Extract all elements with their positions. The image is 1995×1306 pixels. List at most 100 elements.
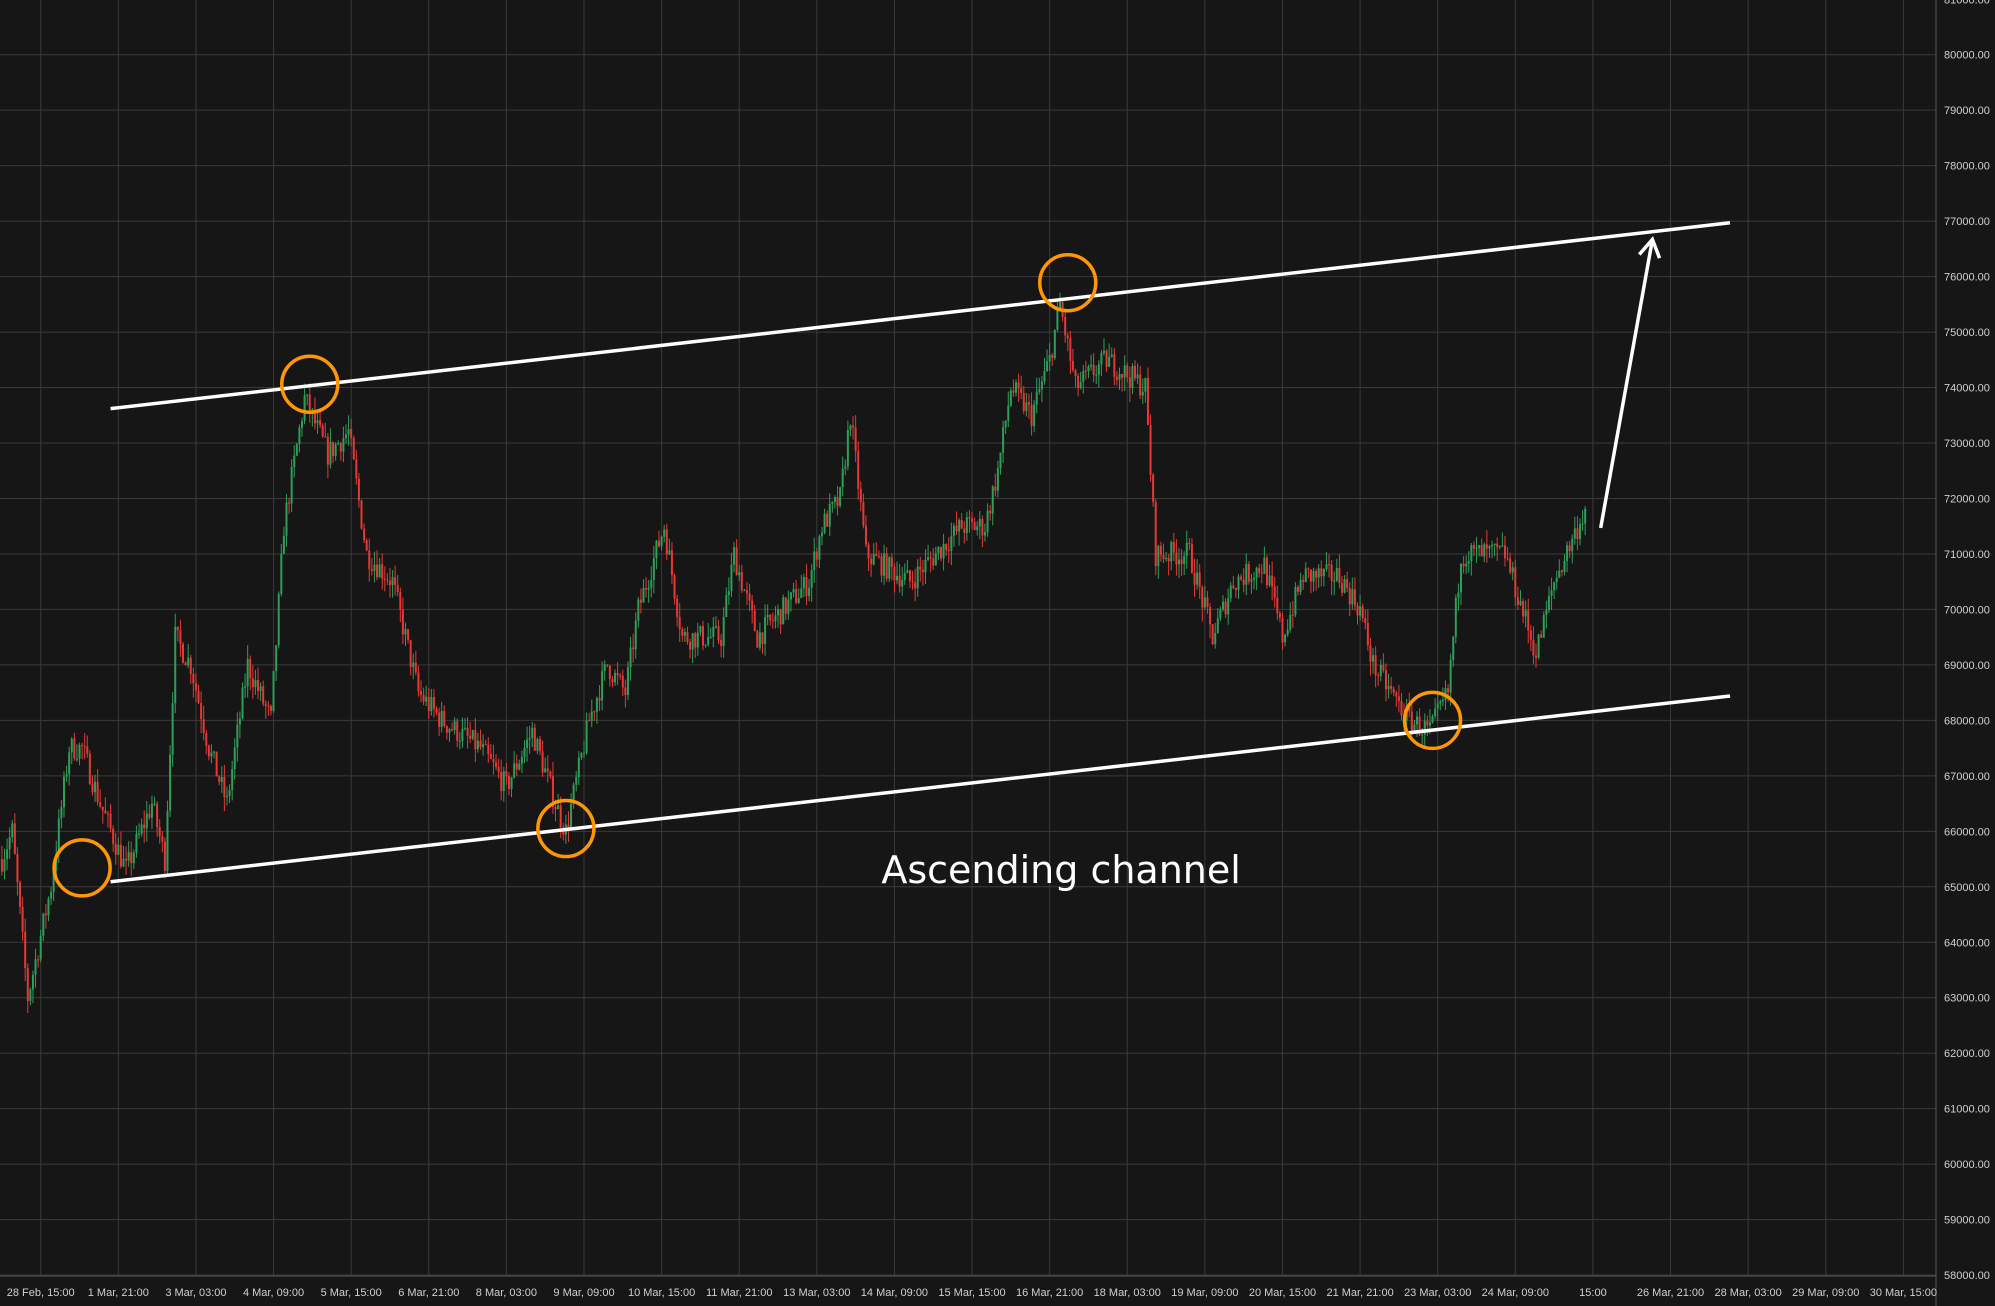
candle-body <box>632 647 635 650</box>
candle-body <box>896 575 899 581</box>
candle-body <box>867 544 870 559</box>
candle-body <box>805 577 808 597</box>
candle-body <box>463 727 466 729</box>
candle-body <box>1059 301 1062 310</box>
candle-body <box>37 959 40 961</box>
candle-body <box>885 553 888 579</box>
candle-body <box>1304 568 1307 583</box>
candle-body <box>1040 381 1043 390</box>
candle-body <box>852 425 855 428</box>
candle-body <box>1180 559 1183 564</box>
candle-body <box>1387 685 1390 690</box>
candle-body <box>1038 389 1041 392</box>
candle-body <box>1465 563 1468 567</box>
candle-body <box>595 698 598 712</box>
candle-body <box>329 442 332 465</box>
candle-body <box>114 843 117 855</box>
touch-point-circle[interactable] <box>1038 252 1098 313</box>
candle-body <box>901 579 904 587</box>
time-axis[interactable]: 28 Feb, 15:00 1 Mar, 21:00 3 Mar, 03:00 4 M… <box>0 1275 1937 1299</box>
candle-body <box>694 633 697 648</box>
candle-body <box>764 617 767 644</box>
candle-body <box>743 590 746 592</box>
candle-body <box>815 551 818 560</box>
candle-body <box>1183 555 1186 564</box>
candle-body <box>1384 670 1387 690</box>
candle-body <box>1196 572 1199 585</box>
candle-body <box>1209 607 1212 625</box>
candle-body <box>557 805 560 810</box>
arrow-head-icon <box>1637 236 1662 259</box>
candle-body <box>1581 523 1584 525</box>
candle-body <box>634 620 637 650</box>
candle-body <box>1227 598 1230 615</box>
x-tick-label: 14 Mar, 09:00 <box>861 1287 928 1299</box>
y-tick-label: 66000.00 <box>1944 826 1990 838</box>
y-tick-label: 74000.00 <box>1944 383 1990 395</box>
candle-body <box>1170 542 1173 562</box>
touch-point-circle[interactable] <box>536 798 596 859</box>
candle-body <box>947 550 950 552</box>
candle-body <box>621 675 624 688</box>
candle-body <box>1188 542 1191 545</box>
candle-body <box>779 609 782 625</box>
touch-point-circle[interactable] <box>1402 690 1463 751</box>
candle-body <box>1421 734 1424 736</box>
candle-body <box>1214 632 1217 645</box>
y-tick-label: 70000.00 <box>1944 604 1990 616</box>
y-tick-label: 77000.00 <box>1944 216 1990 228</box>
candle-body <box>533 727 536 751</box>
channel-upper-line[interactable] <box>110 221 1731 411</box>
candle-body <box>766 614 769 618</box>
candle-body <box>1335 567 1338 581</box>
price-axis[interactable]: 58000.00 59000.00 60000.00 61000.00 62000.00… <box>1935 0 1990 1306</box>
candle-body <box>1426 720 1429 726</box>
candle-body <box>1480 545 1483 557</box>
candle-body <box>934 553 937 566</box>
annotation-ascending-channel: Ascending channel <box>881 848 1240 892</box>
candle-body <box>1346 579 1349 589</box>
candle-body <box>1535 655 1538 658</box>
candle-body <box>670 550 673 576</box>
projection-arrow[interactable] <box>1598 239 1655 529</box>
candle-body <box>1108 356 1111 367</box>
y-tick-label: 76000.00 <box>1944 272 1990 284</box>
candle-body <box>401 609 404 635</box>
candle-body <box>1077 375 1080 389</box>
candle-body <box>1418 716 1421 735</box>
y-tick-label: 73000.00 <box>1944 438 1990 450</box>
candle-body <box>1004 420 1007 428</box>
candle-body <box>386 579 389 581</box>
candle-body <box>859 488 862 503</box>
y-tick-label: 69000.00 <box>1944 660 1990 672</box>
candle-body <box>254 680 257 688</box>
candle-body <box>507 776 510 789</box>
candle-body <box>996 468 999 491</box>
touch-point-circle[interactable] <box>280 354 340 414</box>
candle-body <box>1022 393 1025 412</box>
candle-body <box>647 587 650 590</box>
candle-body <box>864 525 867 545</box>
candle-body <box>109 813 112 829</box>
candle-body <box>1286 629 1289 635</box>
candle-body <box>1172 542 1175 553</box>
candle-body <box>16 853 19 883</box>
candle-body <box>1397 696 1400 702</box>
touch-point-circle[interactable] <box>52 838 112 898</box>
candle-body <box>890 557 893 567</box>
candle-body <box>510 777 513 789</box>
candle-body <box>326 436 329 465</box>
candle-body <box>282 535 285 554</box>
x-tick-label: 13 Mar, 03:00 <box>783 1287 850 1299</box>
y-tick-label: 80000.00 <box>1944 50 1990 62</box>
candle-body <box>908 570 911 582</box>
candle-body <box>756 631 759 648</box>
candle-body <box>1064 316 1067 336</box>
candle-body <box>572 784 575 804</box>
candle-body <box>983 532 986 536</box>
candle-body <box>169 754 172 812</box>
candle-body <box>1459 563 1462 593</box>
candle-body <box>942 543 945 559</box>
candle-body <box>748 593 751 601</box>
